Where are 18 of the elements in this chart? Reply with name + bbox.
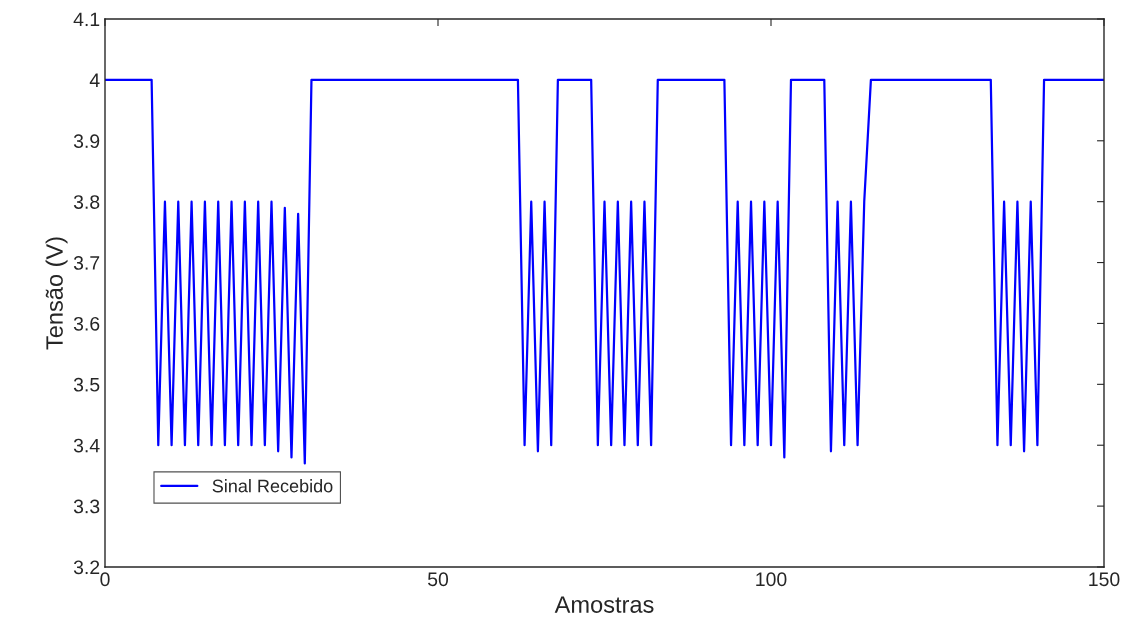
y-axis-title: Tensão (V) — [45, 237, 68, 350]
x-axis-title: Amostras — [554, 596, 654, 613]
x-tick-label: 50 — [427, 572, 449, 587]
y-tick-label: 3.2 — [73, 560, 100, 575]
x-tick-label: 0 — [100, 572, 110, 587]
y-tick-label: 3.9 — [73, 134, 100, 149]
y-tick-label: 3.3 — [73, 499, 100, 514]
x-tick-label: 100 — [756, 572, 787, 587]
y-tick-label: 3.4 — [73, 438, 100, 453]
x-tick-label: 150 — [1089, 572, 1120, 587]
y-tick-label: 3.7 — [73, 256, 100, 270]
legend-label: Sinal Recebido — [212, 479, 333, 493]
y-tick-label: 4 — [89, 73, 100, 87]
y-tick-label: 3.8 — [73, 195, 100, 209]
line-series — [105, 78, 1104, 465]
y-tick-label: 4.1 — [73, 12, 100, 27]
y-tick-label: 3.6 — [73, 316, 100, 331]
y-tick-label: 3.5 — [73, 377, 100, 392]
